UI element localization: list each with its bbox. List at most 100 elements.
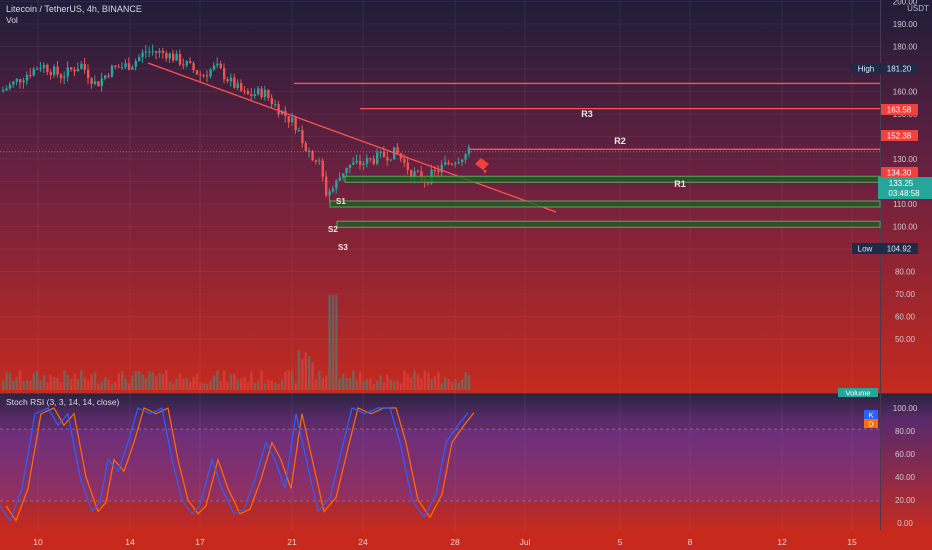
volume-bar xyxy=(161,373,165,390)
volume-bar xyxy=(270,380,273,390)
candle-body xyxy=(155,51,158,53)
drawing-marker-icon[interactable] xyxy=(475,158,489,174)
downtrend-line xyxy=(147,62,557,213)
volume-bar xyxy=(32,373,35,390)
candle-body xyxy=(365,158,369,164)
candle-body xyxy=(226,79,229,82)
candle-body xyxy=(216,63,219,66)
candle-body xyxy=(117,66,120,68)
candle-body xyxy=(403,159,406,163)
candle-body xyxy=(5,88,8,91)
candle-body xyxy=(70,67,73,70)
candle-body xyxy=(66,67,69,77)
volume-bar xyxy=(229,374,233,390)
candle-body xyxy=(206,75,209,77)
candle-body xyxy=(46,64,49,73)
volume-bar xyxy=(267,379,270,390)
volume-bar xyxy=(158,373,161,390)
time-axis[interactable]: 10 14 17 21 24 28 Jul 5 8 12 15 xyxy=(33,537,857,547)
volume-bar xyxy=(359,371,362,390)
volume-bar xyxy=(413,370,416,390)
volume-bar xyxy=(117,373,120,390)
candle-body xyxy=(158,50,161,53)
candle-body xyxy=(328,191,331,196)
volume-bar xyxy=(308,356,311,390)
volume-bar xyxy=(83,377,86,390)
volume-bar xyxy=(144,378,148,390)
candle-body xyxy=(376,152,379,164)
candle-body xyxy=(257,88,260,95)
candle-body xyxy=(362,163,365,165)
candle-body xyxy=(53,66,56,75)
svg-text:03:48:58: 03:48:58 xyxy=(888,189,920,198)
candle-body xyxy=(212,65,216,70)
volume-bar xyxy=(260,370,263,390)
volume-bar xyxy=(172,383,175,390)
candle-body xyxy=(447,162,450,165)
volume-bar xyxy=(328,295,331,390)
volume-bar xyxy=(100,381,103,390)
volume-bar xyxy=(70,378,73,390)
volume-bar xyxy=(192,376,195,390)
stoch-tick: 20.00 xyxy=(895,496,916,505)
volume-bar xyxy=(440,383,443,390)
time-tick: 8 xyxy=(688,537,693,547)
price-tick: 200.00 xyxy=(893,0,918,7)
stoch-axis[interactable]: 100.00 80.00 60.00 40.00 20.00 0.00 xyxy=(893,404,918,528)
volume-bar xyxy=(121,370,124,390)
candle-body xyxy=(144,51,148,53)
s3-label: S3 xyxy=(338,243,348,252)
price-tick: 70.00 xyxy=(895,290,916,299)
candle-body xyxy=(39,67,42,69)
stoch-tick: 80.00 xyxy=(895,427,916,436)
volume-bar xyxy=(450,381,454,390)
volume-bar xyxy=(185,378,188,390)
low-value-tag: 104.92 xyxy=(881,243,918,254)
volume-bar xyxy=(76,378,80,390)
volume-bar xyxy=(389,379,392,390)
volume-bar xyxy=(233,374,236,390)
volume-bar xyxy=(25,380,29,390)
candle-body xyxy=(134,61,137,67)
volume-bar xyxy=(59,382,63,390)
volume-bar xyxy=(311,362,314,390)
candle-body xyxy=(138,56,141,62)
volume-bars xyxy=(2,295,471,390)
candle-body xyxy=(467,147,471,155)
symbol-title: Litecoin / TetherUS, 4h, BINANCE xyxy=(6,4,142,14)
volume-bar xyxy=(362,381,365,390)
r2-price-tag: 152.38 xyxy=(881,130,918,141)
candle-body xyxy=(454,163,457,165)
volume-bar xyxy=(209,380,212,390)
volume-bar xyxy=(124,378,127,390)
volume-bar xyxy=(318,371,321,390)
volume-bar xyxy=(131,375,134,390)
candle-body xyxy=(15,79,18,82)
svg-text:104.92: 104.92 xyxy=(887,245,912,254)
candle-body xyxy=(148,51,151,53)
volume-bar xyxy=(403,370,406,390)
volume-bar xyxy=(376,380,379,390)
candle-body xyxy=(104,75,107,79)
candle-body xyxy=(141,52,144,57)
high-tag: High xyxy=(851,63,890,74)
volume-bar xyxy=(355,379,358,390)
r1-price-tag: 134.30 xyxy=(881,167,918,178)
candle-body xyxy=(372,158,375,164)
candle-body xyxy=(325,176,328,196)
volume-bar xyxy=(87,380,90,390)
candle-body xyxy=(246,90,250,95)
volume-bar xyxy=(151,372,154,390)
candle-body xyxy=(59,74,63,79)
candle-body xyxy=(36,68,39,70)
volume-bar xyxy=(15,377,18,390)
svg-text:High: High xyxy=(858,65,874,74)
time-tick: Jul xyxy=(520,537,531,547)
candle-body xyxy=(202,75,205,77)
candle-body xyxy=(410,170,413,178)
stoch-title: Stoch RSI (3, 3, 14, 14, close) xyxy=(6,397,120,407)
stoch-tick: 60.00 xyxy=(895,450,916,459)
candle-body xyxy=(389,159,392,161)
candle-body xyxy=(318,160,321,162)
